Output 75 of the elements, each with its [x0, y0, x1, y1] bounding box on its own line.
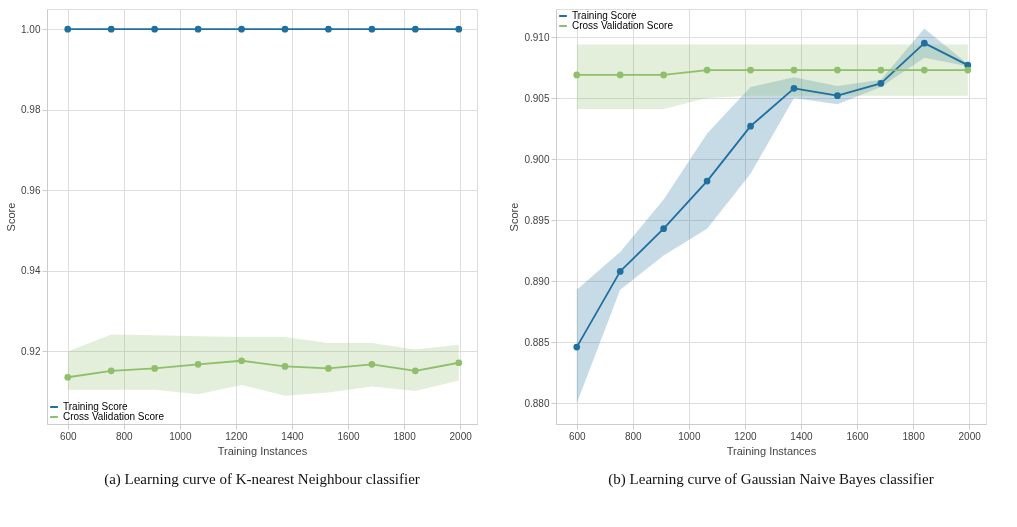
point — [455, 25, 463, 33]
point — [660, 71, 667, 79]
point — [573, 71, 581, 79]
point — [238, 357, 245, 365]
point — [281, 363, 289, 370]
y-tick-label: 0.895 — [524, 214, 550, 226]
legend-label: Training Score — [63, 401, 129, 412]
y-axis-title: Score — [508, 202, 521, 232]
x-tick-label: 1600 — [337, 430, 361, 442]
x-axis-title: Training Instances — [726, 444, 817, 457]
x-tick-label: 1200 — [734, 430, 757, 442]
x-tick-label: 1800 — [393, 430, 417, 442]
point — [411, 367, 419, 375]
x-tick-label: 1000 — [169, 430, 192, 442]
point — [325, 25, 332, 33]
point — [790, 84, 798, 92]
x-tick-label: 1800 — [902, 430, 926, 442]
point — [151, 25, 158, 33]
point — [660, 225, 667, 233]
x-tick-label: 600 — [568, 430, 587, 442]
x-tick-label: 2000 — [449, 430, 473, 442]
x-tick-label: 2000 — [958, 430, 982, 442]
point — [194, 25, 202, 33]
point — [281, 25, 289, 33]
point — [151, 365, 158, 372]
text: (b) Learning curve of Gaussian Naive Bayes classifier — [608, 471, 934, 488]
x-tick-label: 800 — [115, 430, 134, 442]
point — [64, 25, 72, 33]
y-tick-label: 0.98 — [21, 104, 41, 116]
y-tick-label: 0.900 — [524, 153, 550, 165]
y-axis-title: Score — [5, 202, 18, 232]
point — [107, 25, 115, 33]
x-axis-title: Training Instances — [217, 444, 308, 457]
point — [368, 25, 376, 33]
point — [616, 268, 624, 275]
point — [834, 66, 841, 74]
point — [573, 343, 581, 351]
point — [194, 361, 202, 368]
point — [703, 66, 711, 74]
point — [920, 66, 928, 74]
x-tick-label: 1200 — [225, 430, 248, 442]
x-tick-label: 1400 — [281, 430, 305, 442]
point — [703, 177, 711, 185]
x-tick-label: 1000 — [678, 430, 701, 442]
y-tick-label: 0.96 — [21, 184, 41, 196]
point — [964, 66, 972, 74]
y-tick-label: 0.890 — [524, 275, 550, 287]
x-tick-label: 1400 — [790, 430, 814, 442]
point — [107, 367, 115, 375]
point — [877, 66, 885, 74]
point — [64, 373, 72, 381]
x-tick-label: 1600 — [846, 430, 870, 442]
x-tick-label: 800 — [624, 430, 643, 442]
x-tick-label: 600 — [59, 430, 78, 442]
y-tick-label: 1.00 — [21, 23, 41, 35]
point — [238, 25, 245, 33]
point — [877, 80, 885, 87]
point — [834, 92, 841, 100]
point — [411, 25, 419, 33]
text: (a) Learning curve of K-nearest Neighbour classifier — [104, 471, 420, 488]
point — [455, 359, 463, 367]
y-tick-label: 0.910 — [524, 31, 550, 43]
point — [790, 66, 798, 74]
point — [747, 122, 754, 130]
point — [368, 361, 376, 368]
point — [920, 39, 928, 47]
y-tick-label: 0.94 — [21, 265, 41, 277]
y-tick-label: 0.880 — [524, 397, 550, 409]
y-tick-label: 0.905 — [524, 92, 550, 104]
point — [616, 71, 624, 79]
y-tick-label: 0.885 — [524, 336, 550, 348]
point — [747, 66, 754, 74]
legend-label: Training Score — [572, 10, 638, 21]
point — [325, 365, 332, 372]
y-tick-label: 0.92 — [21, 345, 41, 357]
